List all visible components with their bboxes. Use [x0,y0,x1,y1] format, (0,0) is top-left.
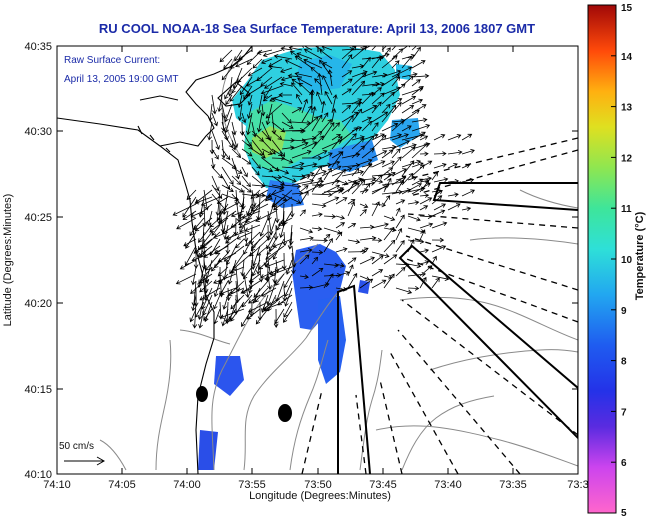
x-tick-label: 73:55 [238,479,266,491]
x-tick-label: 74:10 [43,479,71,491]
x-tick-label: 74:00 [173,479,201,491]
surface-current-arrows [172,46,476,329]
y-tick-label: 40:25 [24,212,52,224]
colorbar-tick-label: 13 [621,103,633,114]
colorbar-tick-label: 10 [621,255,633,266]
colorbar-tick-label: 14 [621,52,633,63]
colorbar-tick-label: 11 [621,204,632,215]
scale-arrow [64,456,106,466]
x-tick-label: 73:40 [434,479,462,491]
scale-label: 50 cm/s [59,441,94,452]
colorbar-tick-label: 6 [621,458,627,469]
colorbar-tick-label: 8 [621,357,627,368]
colorbar-ticks: 15 14 13 12 11 10 9 8 7 6 5 [611,3,633,519]
annotation-line-2: April 13, 2005 19:00 GMT [64,74,179,85]
x-axis-label: Longitude (Degrees:Minutes) [249,490,391,502]
radial-guides [301,137,578,474]
colorbar-tick-label: 9 [621,306,627,317]
x-tick-label: 73:35 [499,479,527,491]
y-tick-label: 40:15 [24,384,52,396]
colorbar-tick-label: 5 [621,508,627,519]
x-axis-ticks: 74:10 74:05 74:00 73:55 73:50 73:45 73:40 73:35… [43,46,589,491]
y-tick-label: 40:10 [24,469,52,481]
y-tick-label: 40:30 [24,126,52,138]
station-marker-1 [196,386,208,402]
figure-title: RU COOL NOAA-18 Sea Surface Temperature:… [98,21,536,36]
colorbar-tick-label: 15 [621,3,633,14]
shoal-marks [137,125,171,153]
colorbar-tick-label: 7 [621,407,627,418]
y-tick-label: 40:20 [24,298,52,310]
x-tick-label: 73:3 [567,479,588,491]
x-tick-label: 74:05 [108,479,136,491]
x-tick-label: 73:50 [304,479,332,491]
colorbar-tick-label: 12 [621,153,633,164]
annotation-line-1: Raw Surface Current: [64,55,160,66]
station-marker-2 [278,404,292,422]
y-axis-ticks: 40:35 40:30 40:25 40:20 40:15 40:10 [24,41,578,481]
x-tick-label: 73:45 [369,479,397,491]
y-tick-label: 40:35 [24,41,52,53]
